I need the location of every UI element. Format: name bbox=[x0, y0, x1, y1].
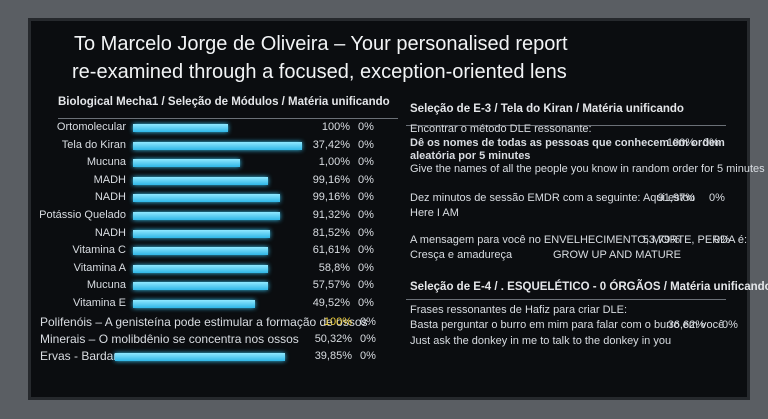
level-bar bbox=[133, 229, 270, 238]
level-bar bbox=[133, 247, 268, 256]
row-label: Ortomolecular bbox=[56, 121, 126, 133]
report-title: To Marcelo Jorge de Oliveira – Your pers… bbox=[74, 33, 568, 55]
section-header: Seleção de E-3 / Tela do Kiran / Matéria… bbox=[410, 103, 684, 115]
section-header: Biological Mecha1 / Seleção de Módulos /… bbox=[58, 96, 390, 108]
item-aside: GROW UP AND MATURE bbox=[553, 249, 681, 261]
row-label: NADH bbox=[94, 191, 126, 204]
row-label: Vitamina E bbox=[73, 297, 126, 309]
item-line: Encontrar o método DLE ressonante: bbox=[410, 123, 592, 135]
row-delta: 0% bbox=[358, 261, 374, 274]
divider bbox=[406, 299, 726, 300]
row-delta: 0% bbox=[358, 191, 374, 204]
item-line: Frases ressonantes de Hafiz para criar D… bbox=[410, 304, 628, 316]
item-line: aleatória por 5 minutes bbox=[410, 150, 531, 162]
level-bar bbox=[133, 141, 302, 150]
row-label: Tela do Kiran bbox=[61, 138, 126, 151]
row-label: Mucuna bbox=[86, 156, 126, 169]
item-delta: 0% bbox=[709, 192, 725, 204]
level-bar bbox=[133, 176, 268, 185]
level-bar bbox=[133, 159, 240, 168]
row-label: NADH bbox=[94, 226, 126, 239]
item-line: Here I AM bbox=[410, 207, 459, 219]
item-line: Basta perguntar o burro em mim para fala… bbox=[410, 319, 725, 331]
item-value: 36,62% bbox=[667, 319, 705, 331]
note-delta: 0% bbox=[360, 333, 376, 345]
note-label: Minerais – O molibdênio se concentra nos… bbox=[40, 332, 299, 346]
note-value: 50,32% bbox=[314, 333, 352, 345]
row-label: Potássio Quelado bbox=[39, 209, 126, 221]
row-value: 81,52% bbox=[312, 226, 350, 239]
row-label: MADH bbox=[93, 173, 126, 186]
note-delta: 0% bbox=[360, 316, 376, 328]
row-value: 49,52% bbox=[312, 297, 350, 309]
item-value: 53,79% bbox=[642, 234, 680, 246]
level-bar bbox=[133, 124, 228, 132]
row-value: 99,16% bbox=[312, 191, 350, 204]
row-value: 58,8% bbox=[318, 261, 350, 274]
row-value: 99,16% bbox=[312, 173, 350, 186]
row-delta: 0% bbox=[358, 244, 374, 257]
item-delta: 0% bbox=[722, 319, 738, 331]
row-label: Vitamina A bbox=[73, 261, 126, 274]
row-delta: 0% bbox=[358, 279, 374, 292]
item-delta: 0% bbox=[714, 234, 730, 246]
item-line: A mensagem para você no ENVELHECIMENTO, … bbox=[410, 234, 748, 246]
row-value: 1,00% bbox=[318, 156, 350, 169]
row-value: 61,61% bbox=[312, 244, 350, 257]
row-value: 91,32% bbox=[312, 209, 350, 221]
section-header: Seleção de E-4 / . ESQUELÉTICO - 0 ÓRGÃO… bbox=[410, 281, 768, 293]
level-bar bbox=[133, 282, 268, 291]
row-value: 57,57% bbox=[312, 279, 350, 292]
row-label: Vitamina C bbox=[72, 244, 126, 257]
report-screen: To Marcelo Jorge de Oliveira – Your pers… bbox=[28, 18, 768, 400]
row-delta: 0% bbox=[358, 121, 374, 133]
note-label: Polifenóis – A genisteína pode estimular… bbox=[40, 315, 368, 329]
row-delta: 0% bbox=[358, 297, 374, 309]
note-value: 100% bbox=[323, 316, 352, 328]
item-line: Cresça e amadureça bbox=[410, 249, 513, 261]
item-line: Just ask the donkey in me to talk to the… bbox=[410, 335, 672, 347]
item-delta: 0% bbox=[703, 137, 719, 149]
note-label: Ervas - Bardana bbox=[40, 349, 127, 363]
level-bar bbox=[133, 264, 268, 273]
item-line: Dez minutos de sessão EMDR com a seguint… bbox=[410, 192, 695, 204]
item-value: 91,97% bbox=[657, 192, 695, 204]
report-title: re-examined through a focused, exception… bbox=[72, 61, 567, 83]
item-line: Dê os nomes de todas as pessoas que conh… bbox=[410, 137, 725, 149]
level-bar bbox=[133, 194, 280, 203]
divider bbox=[406, 125, 726, 126]
note-delta: 0% bbox=[360, 350, 376, 362]
level-bar bbox=[115, 353, 285, 361]
level-bar bbox=[133, 212, 280, 220]
divider bbox=[58, 118, 398, 119]
item-value: 100% bbox=[666, 137, 695, 149]
row-delta: 0% bbox=[358, 156, 374, 169]
row-delta: 0% bbox=[358, 173, 374, 186]
level-bar bbox=[133, 300, 255, 308]
row-delta: 0% bbox=[358, 209, 374, 221]
row-delta: 0% bbox=[358, 226, 374, 239]
item-line: Give the names of all the people you kno… bbox=[410, 163, 765, 175]
row-value: 37,42% bbox=[312, 138, 350, 151]
note-value: 39,85% bbox=[314, 350, 352, 362]
row-label: Mucuna bbox=[86, 279, 126, 292]
row-delta: 0% bbox=[358, 138, 374, 151]
row-value: 100% bbox=[321, 121, 350, 133]
